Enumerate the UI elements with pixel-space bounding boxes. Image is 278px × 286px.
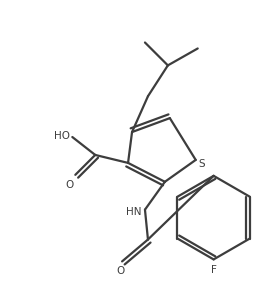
Text: HN: HN bbox=[126, 207, 142, 217]
Text: F: F bbox=[211, 265, 217, 275]
Text: O: O bbox=[116, 266, 124, 276]
Text: HO: HO bbox=[54, 131, 70, 141]
Text: O: O bbox=[65, 180, 73, 190]
Text: S: S bbox=[199, 159, 205, 169]
